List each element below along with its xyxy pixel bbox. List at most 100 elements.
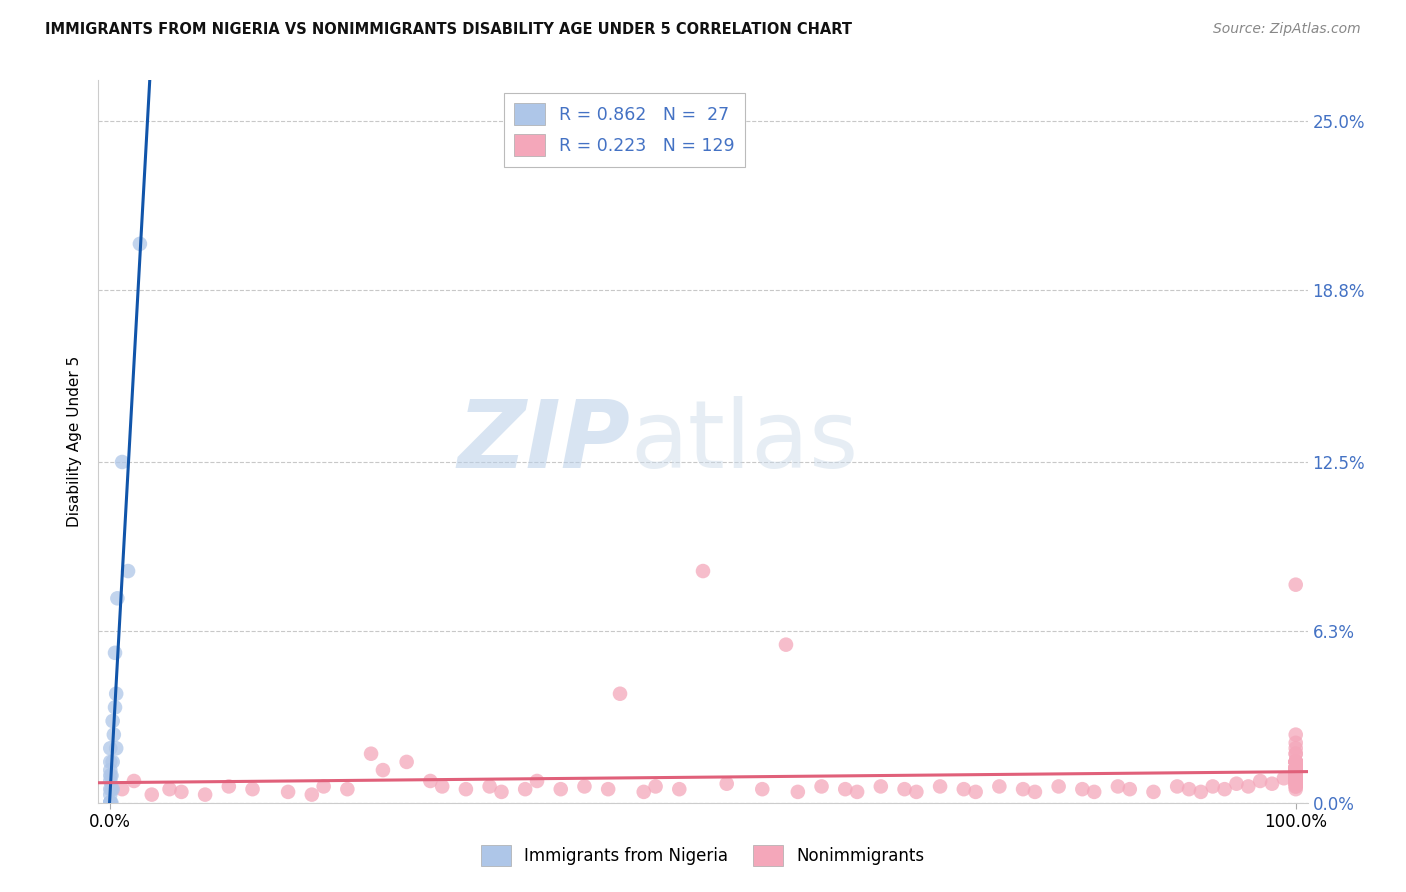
Point bbox=[692, 564, 714, 578]
Point bbox=[1285, 771, 1308, 785]
Point bbox=[869, 780, 891, 794]
Point bbox=[301, 788, 323, 802]
Point bbox=[170, 785, 193, 799]
Point bbox=[1272, 771, 1295, 785]
Point bbox=[491, 785, 513, 799]
Point bbox=[98, 788, 121, 802]
Point bbox=[100, 796, 122, 810]
Point bbox=[1285, 771, 1308, 785]
Point bbox=[1285, 765, 1308, 780]
Point bbox=[905, 785, 928, 799]
Point bbox=[1285, 747, 1308, 761]
Point bbox=[1012, 782, 1035, 797]
Point bbox=[1285, 780, 1308, 794]
Point bbox=[1285, 760, 1308, 774]
Point bbox=[98, 763, 121, 777]
Point bbox=[98, 741, 121, 756]
Point bbox=[609, 687, 631, 701]
Point bbox=[1285, 782, 1308, 797]
Point bbox=[312, 780, 335, 794]
Point bbox=[360, 747, 382, 761]
Point bbox=[1285, 777, 1308, 791]
Point bbox=[1285, 755, 1308, 769]
Point bbox=[1285, 755, 1308, 769]
Point bbox=[1285, 763, 1308, 777]
Point bbox=[1213, 782, 1236, 797]
Point bbox=[98, 796, 121, 810]
Point bbox=[1285, 771, 1308, 785]
Point bbox=[1285, 765, 1308, 780]
Point bbox=[786, 785, 808, 799]
Point bbox=[1285, 771, 1308, 785]
Point bbox=[633, 785, 655, 799]
Text: IMMIGRANTS FROM NIGERIA VS NONIMMIGRANTS DISABILITY AGE UNDER 5 CORRELATION CHAR: IMMIGRANTS FROM NIGERIA VS NONIMMIGRANTS… bbox=[45, 22, 852, 37]
Point bbox=[846, 785, 869, 799]
Point bbox=[1285, 774, 1308, 789]
Text: atlas: atlas bbox=[630, 395, 859, 488]
Point bbox=[100, 782, 122, 797]
Point bbox=[1285, 765, 1308, 780]
Point bbox=[1285, 768, 1308, 782]
Point bbox=[98, 796, 121, 810]
Point bbox=[1285, 771, 1308, 785]
Point bbox=[1285, 768, 1308, 782]
Point bbox=[419, 774, 441, 789]
Point bbox=[1107, 780, 1129, 794]
Point bbox=[1285, 763, 1308, 777]
Point bbox=[101, 714, 124, 728]
Point bbox=[1285, 780, 1308, 794]
Point bbox=[98, 755, 121, 769]
Point bbox=[526, 774, 548, 789]
Point bbox=[965, 785, 987, 799]
Point bbox=[159, 782, 181, 797]
Point bbox=[1285, 765, 1308, 780]
Point bbox=[1285, 728, 1308, 742]
Point bbox=[1285, 774, 1308, 789]
Point bbox=[1285, 777, 1308, 791]
Y-axis label: Disability Age Under 5: Disability Age Under 5 bbox=[67, 356, 83, 527]
Legend: R = 0.862   N =  27, R = 0.223   N = 129: R = 0.862 N = 27, R = 0.223 N = 129 bbox=[503, 93, 745, 167]
Point bbox=[1285, 741, 1308, 756]
Point bbox=[668, 782, 690, 797]
Point bbox=[1285, 763, 1308, 777]
Point bbox=[1285, 755, 1308, 769]
Point bbox=[1178, 782, 1201, 797]
Point bbox=[103, 728, 125, 742]
Point bbox=[105, 741, 128, 756]
Point bbox=[1285, 768, 1308, 782]
Point bbox=[1285, 774, 1308, 789]
Point bbox=[1285, 763, 1308, 777]
Point bbox=[1285, 760, 1308, 774]
Point bbox=[104, 700, 127, 714]
Point bbox=[1285, 577, 1308, 591]
Point bbox=[1119, 782, 1142, 797]
Point bbox=[1024, 785, 1046, 799]
Point bbox=[122, 774, 145, 789]
Point bbox=[1285, 777, 1308, 791]
Point bbox=[1285, 774, 1308, 789]
Point bbox=[98, 768, 121, 782]
Point bbox=[1285, 771, 1308, 785]
Point bbox=[834, 782, 856, 797]
Point bbox=[98, 774, 121, 789]
Point bbox=[1285, 747, 1308, 761]
Point bbox=[1285, 768, 1308, 782]
Point bbox=[574, 780, 596, 794]
Point bbox=[1285, 768, 1308, 782]
Point bbox=[1285, 760, 1308, 774]
Point bbox=[550, 782, 572, 797]
Point bbox=[141, 788, 163, 802]
Point bbox=[454, 782, 477, 797]
Point bbox=[98, 782, 121, 797]
Point bbox=[1285, 755, 1308, 769]
Point bbox=[929, 780, 952, 794]
Point bbox=[1285, 777, 1308, 791]
Point bbox=[1285, 771, 1308, 785]
Point bbox=[1285, 763, 1308, 777]
Point bbox=[1285, 765, 1308, 780]
Point bbox=[598, 782, 620, 797]
Point bbox=[98, 796, 121, 810]
Point bbox=[111, 782, 134, 797]
Point bbox=[117, 564, 139, 578]
Point bbox=[371, 763, 394, 777]
